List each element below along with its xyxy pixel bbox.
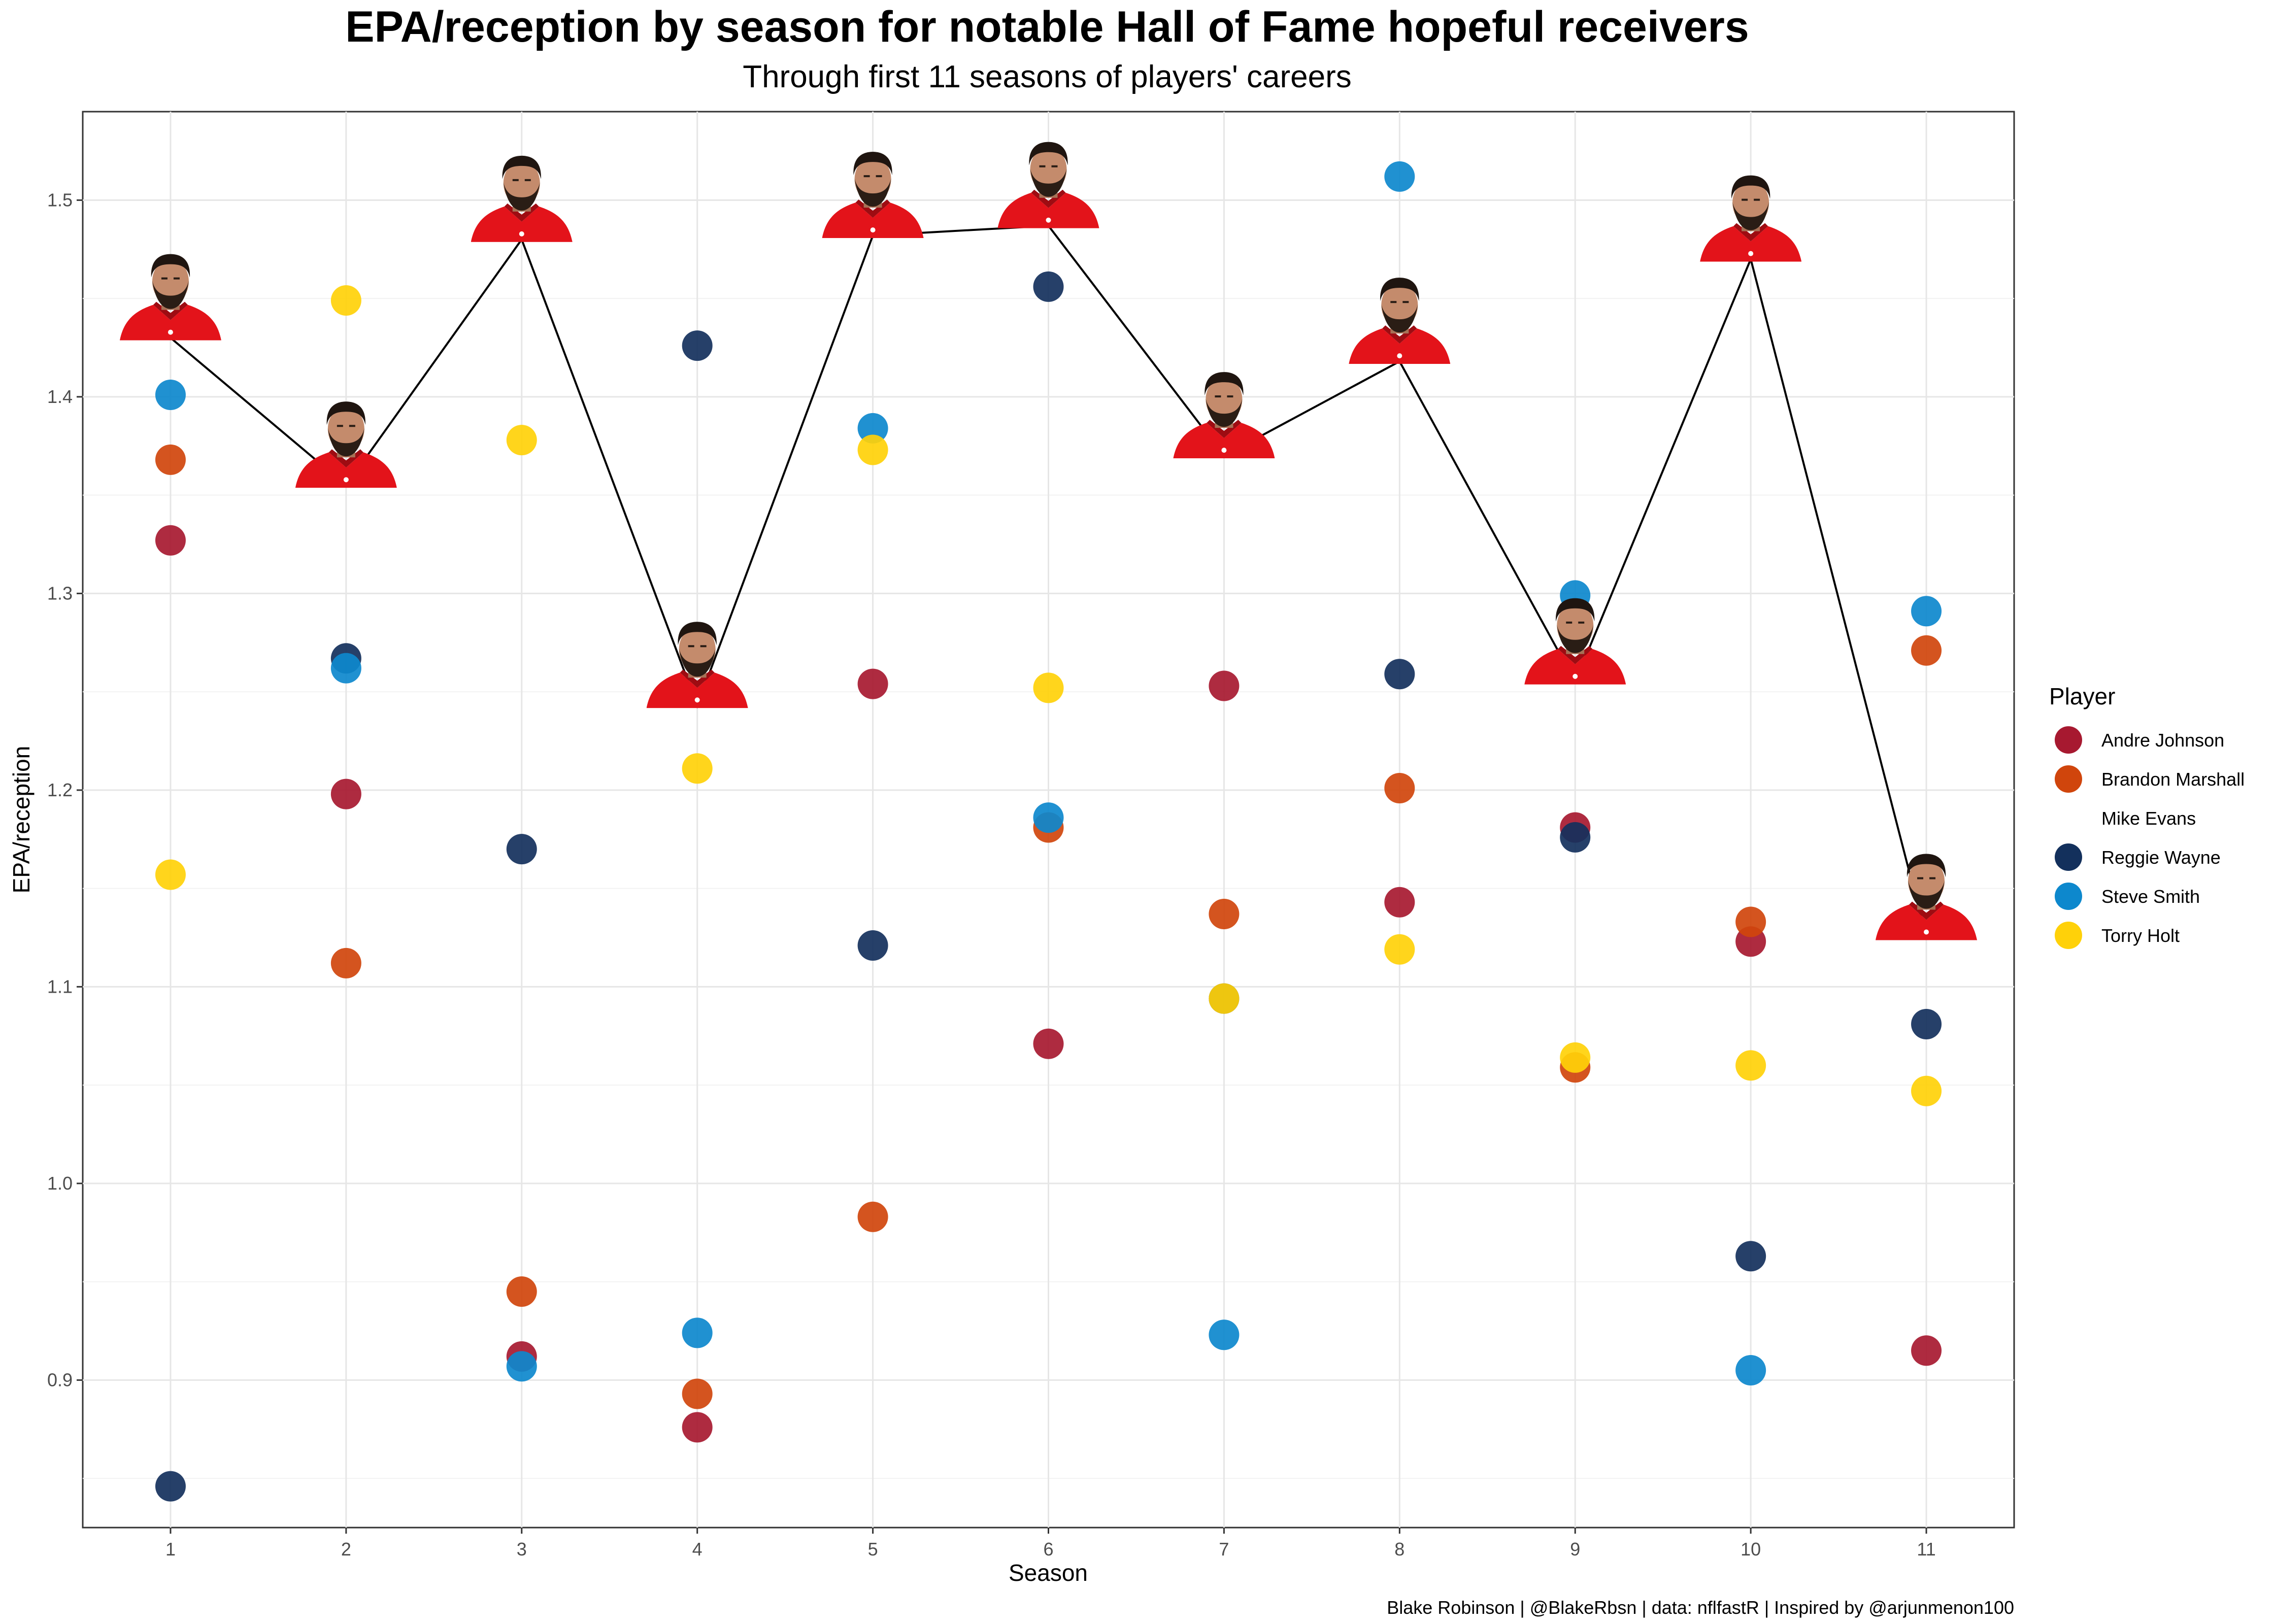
point-steve-smith: [682, 1317, 713, 1348]
x-tick-label: 2: [341, 1539, 351, 1560]
point-brandon-marshall: [1384, 773, 1415, 803]
point-brandon-marshall: [330, 948, 361, 978]
legend-label: Brandon Marshall: [2101, 769, 2245, 790]
point-steve-smith: [155, 380, 186, 410]
point-brandon-marshall: [857, 1201, 888, 1232]
point-steve-smith: [1911, 596, 1942, 627]
point-brandon-marshall: [155, 444, 186, 475]
chart-subtitle: Through first 11 seasons of players' car…: [743, 59, 1352, 94]
point-brandon-marshall: [1209, 899, 1240, 929]
x-axis: 1 2 3 4 5 6 7 8 9 10 11: [165, 1528, 1936, 1560]
point-torry-holt: [330, 285, 361, 316]
point-brandon-marshall: [506, 1276, 537, 1307]
legend-key-reggie-wayne: [2055, 843, 2082, 871]
point-reggie-wayne: [1735, 1241, 1766, 1272]
legend-label: Mike Evans: [2101, 808, 2196, 829]
x-tick-label: 9: [1570, 1539, 1580, 1560]
legend-key-brandon-marshall: [2055, 765, 2082, 793]
y-tick-label: 1.4: [47, 386, 73, 407]
point-reggie-wayne: [1911, 1009, 1942, 1039]
point-brandon-marshall: [1735, 906, 1766, 937]
point-andre-johnson: [155, 525, 186, 556]
point-reggie-wayne: [1560, 822, 1591, 853]
x-tick-label: 7: [1219, 1539, 1229, 1560]
point-torry-holt: [1033, 672, 1064, 703]
x-tick-label: 4: [692, 1539, 703, 1560]
point-andre-johnson: [1209, 670, 1240, 701]
legend-label: Torry Holt: [2101, 925, 2180, 946]
point-brandon-marshall: [1911, 635, 1942, 666]
point-steve-smith: [1735, 1355, 1766, 1385]
x-tick-label: 8: [1394, 1539, 1404, 1560]
legend-title: Player: [2049, 683, 2115, 709]
point-andre-johnson: [1911, 1335, 1942, 1366]
point-torry-holt: [857, 434, 888, 465]
point-reggie-wayne: [155, 1471, 186, 1502]
y-axis-title: EPA/reception: [8, 746, 35, 894]
data-points: [155, 161, 1942, 1502]
x-axis-title: Season: [1009, 1560, 1088, 1586]
point-torry-holt: [506, 425, 537, 456]
point-torry-holt: [682, 753, 713, 784]
chart-caption: Blake Robinson | @BlakeRbsn | data: nflf…: [1387, 1597, 2014, 1618]
point-andre-johnson: [1384, 887, 1415, 918]
legend-label: Andre Johnson: [2101, 730, 2224, 751]
chart-title: EPA/reception by season for notable Hall…: [345, 3, 1749, 51]
point-reggie-wayne: [1033, 271, 1064, 302]
y-axis: 0.9 1.0 1.1 1.2 1.3 1.4 1.5: [47, 189, 83, 1390]
legend-key-andre-johnson: [2055, 726, 2082, 754]
x-tick-label: 6: [1043, 1539, 1053, 1560]
x-tick-label: 5: [868, 1539, 878, 1560]
legend: Player Andre Johnson Brandon Marshall Mike…: [2049, 683, 2245, 949]
point-reggie-wayne: [682, 330, 713, 361]
point-torry-holt: [155, 859, 186, 890]
y-tick-label: 1.1: [47, 976, 73, 997]
x-tick-label: 11: [1917, 1539, 1935, 1560]
point-reggie-wayne: [1384, 659, 1415, 690]
point-brandon-marshall: [682, 1378, 713, 1409]
legend-key-steve-smith: [2055, 883, 2082, 910]
point-steve-smith: [506, 1351, 537, 1382]
x-tick-label: 3: [517, 1539, 527, 1560]
point-reggie-wayne: [506, 834, 537, 865]
point-andre-johnson: [682, 1412, 713, 1443]
point-steve-smith: [1033, 802, 1064, 833]
y-tick-label: 1.0: [47, 1173, 73, 1194]
x-tick-label: 1: [165, 1539, 176, 1560]
legend-label: Reggie Wayne: [2101, 847, 2221, 868]
x-tick-label: 10: [1741, 1539, 1761, 1560]
point-steve-smith: [857, 413, 888, 444]
point-steve-smith: [330, 653, 361, 684]
point-steve-smith: [1209, 1319, 1240, 1350]
y-tick-label: 1.2: [47, 780, 73, 800]
point-steve-smith: [1384, 161, 1415, 192]
grid-major-lines: [83, 112, 2014, 1528]
legend-key-torry-holt: [2055, 922, 2082, 949]
point-andre-johnson: [330, 779, 361, 809]
point-andre-johnson: [857, 668, 888, 699]
y-tick-label: 1.3: [47, 583, 73, 603]
point-torry-holt: [1209, 983, 1240, 1014]
point-torry-holt: [1735, 1050, 1766, 1081]
point-torry-holt: [1560, 1042, 1591, 1073]
y-tick-label: 0.9: [47, 1369, 73, 1390]
y-tick-label: 1.5: [47, 189, 73, 210]
point-andre-johnson: [1033, 1028, 1064, 1059]
point-torry-holt: [1384, 934, 1415, 965]
point-reggie-wayne: [857, 930, 888, 961]
point-torry-holt: [1911, 1075, 1942, 1106]
legend-label: Steve Smith: [2101, 886, 2200, 907]
